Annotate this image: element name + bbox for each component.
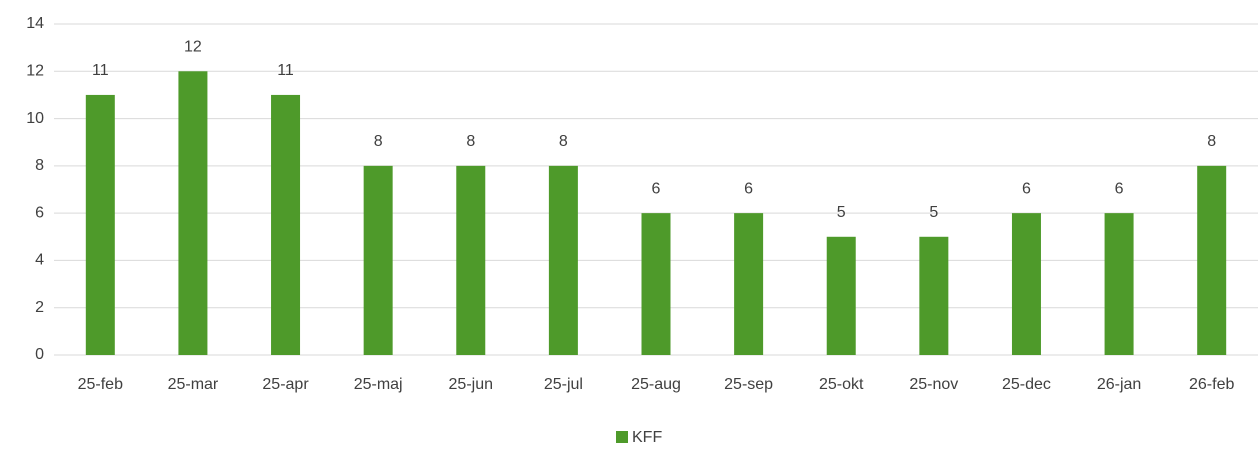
data-label: 6 xyxy=(1115,180,1124,197)
data-label: 5 xyxy=(837,204,846,221)
data-label: 6 xyxy=(652,180,661,197)
x-tick-label: 25-okt xyxy=(819,376,864,393)
y-tick-label: 2 xyxy=(35,299,44,316)
y-tick-label: 12 xyxy=(26,63,44,80)
x-tick-label: 25-maj xyxy=(354,376,403,393)
x-tick-label: 25-aug xyxy=(631,376,681,393)
x-tick-label: 25-feb xyxy=(78,376,123,393)
y-tick-label: 10 xyxy=(26,110,44,127)
data-label: 6 xyxy=(744,180,753,197)
x-tick-label: 26-feb xyxy=(1189,376,1234,393)
data-label: 8 xyxy=(1207,133,1216,150)
x-tick-label: 25-nov xyxy=(909,376,958,393)
y-tick-label: 4 xyxy=(35,252,44,269)
x-tick-label: 25-jun xyxy=(449,376,493,393)
x-tick-label: 25-jul xyxy=(544,376,583,393)
bar xyxy=(734,213,764,355)
legend-swatch xyxy=(616,431,628,443)
data-label: 12 xyxy=(184,39,202,56)
legend-label: KFF xyxy=(632,429,662,446)
y-tick-label: 6 xyxy=(35,204,44,221)
bar xyxy=(1011,213,1041,355)
bar xyxy=(641,213,671,355)
bar xyxy=(178,71,208,356)
data-label: 8 xyxy=(374,133,383,150)
bar xyxy=(271,94,301,355)
bar xyxy=(826,236,856,355)
bar xyxy=(363,165,393,355)
x-tick-label: 25-mar xyxy=(168,376,219,393)
x-tick-label: 25-dec xyxy=(1002,376,1051,393)
data-label: 11 xyxy=(92,62,109,79)
bar xyxy=(548,165,578,355)
bar xyxy=(456,165,486,355)
y-tick-label: 8 xyxy=(35,157,44,174)
x-tick-label: 25-sep xyxy=(724,376,773,393)
data-label: 5 xyxy=(929,204,938,221)
y-tick-label: 0 xyxy=(35,346,44,363)
bar xyxy=(1197,165,1227,355)
x-tick-label: 25-apr xyxy=(262,376,309,393)
data-label: 6 xyxy=(1022,180,1031,197)
data-label: 11 xyxy=(277,62,294,79)
data-label: 8 xyxy=(466,133,475,150)
x-tick-label: 26-jan xyxy=(1097,376,1141,393)
bar xyxy=(1104,213,1134,355)
bar xyxy=(919,236,949,355)
bar xyxy=(85,94,115,355)
y-tick-label: 14 xyxy=(26,15,44,32)
data-label: 8 xyxy=(559,133,568,150)
